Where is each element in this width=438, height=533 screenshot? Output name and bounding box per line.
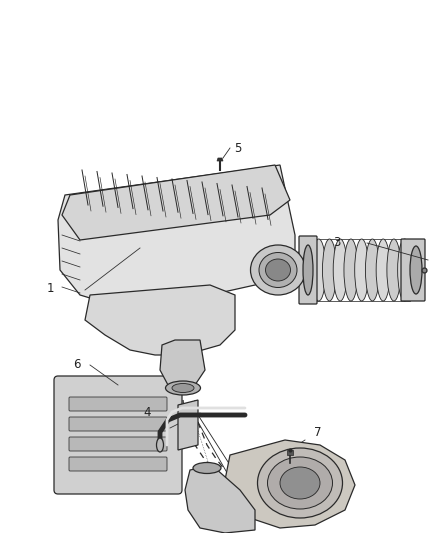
Ellipse shape <box>365 239 379 301</box>
Polygon shape <box>287 450 293 455</box>
Ellipse shape <box>265 259 290 281</box>
Text: 3: 3 <box>333 236 341 248</box>
Ellipse shape <box>398 239 412 301</box>
Ellipse shape <box>312 239 326 301</box>
Ellipse shape <box>280 467 320 499</box>
Ellipse shape <box>303 245 313 295</box>
Polygon shape <box>85 285 235 355</box>
Polygon shape <box>160 340 205 390</box>
Text: 7: 7 <box>314 425 322 439</box>
Polygon shape <box>62 165 290 240</box>
Ellipse shape <box>333 239 347 301</box>
FancyBboxPatch shape <box>299 236 317 304</box>
Polygon shape <box>217 158 223 161</box>
Ellipse shape <box>376 239 390 301</box>
Polygon shape <box>185 468 255 533</box>
Ellipse shape <box>322 239 336 301</box>
Ellipse shape <box>259 253 297 287</box>
Ellipse shape <box>344 239 358 301</box>
Ellipse shape <box>355 239 369 301</box>
FancyBboxPatch shape <box>69 397 167 411</box>
Ellipse shape <box>410 246 422 294</box>
Text: 5: 5 <box>234 141 242 155</box>
Ellipse shape <box>156 438 163 452</box>
Ellipse shape <box>268 457 332 509</box>
Polygon shape <box>178 400 198 450</box>
Ellipse shape <box>258 448 343 518</box>
Text: 6: 6 <box>73 359 81 372</box>
Polygon shape <box>58 165 295 310</box>
Ellipse shape <box>387 239 401 301</box>
Text: 4: 4 <box>143 407 151 419</box>
Ellipse shape <box>193 463 221 473</box>
Ellipse shape <box>172 384 194 392</box>
Ellipse shape <box>301 239 315 301</box>
FancyBboxPatch shape <box>69 417 167 431</box>
Ellipse shape <box>251 245 305 295</box>
FancyBboxPatch shape <box>69 457 167 471</box>
Ellipse shape <box>166 381 201 395</box>
Text: 1: 1 <box>46 281 54 295</box>
FancyBboxPatch shape <box>401 239 425 301</box>
Polygon shape <box>225 440 355 528</box>
FancyBboxPatch shape <box>54 376 182 494</box>
FancyBboxPatch shape <box>69 437 167 451</box>
